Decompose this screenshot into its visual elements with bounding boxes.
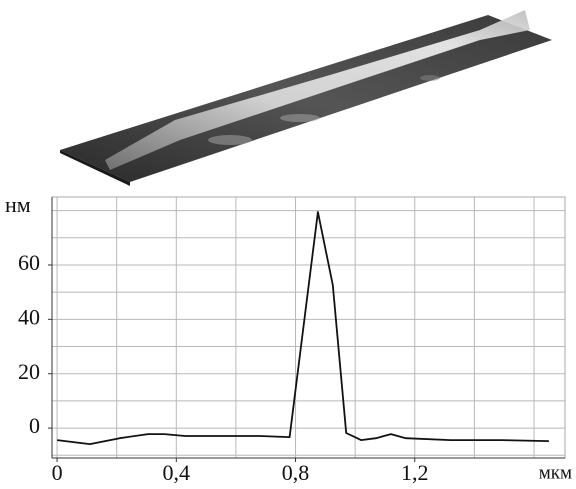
x-tick-label: 0,4 [163, 460, 191, 485]
x-tick-label: 0,8 [282, 460, 310, 485]
y-tick-label: 0 [29, 413, 40, 438]
y-tick-label: 60 [18, 250, 40, 275]
x-tick-label: 1,2 [401, 460, 429, 485]
data-line [56, 211, 549, 445]
afm-3d-image [60, 10, 552, 186]
x-tick-label: 0 [52, 460, 63, 485]
y-axis-label: нм [5, 192, 31, 217]
y-tick-label: 40 [18, 304, 40, 329]
plot-frame [51, 196, 566, 459]
y-tick-label: 20 [18, 359, 40, 384]
x-axis-label: мкм [539, 462, 572, 483]
chart: нм мкм 0 20 40 60 0 0,4 0,8 1,2 [5, 192, 572, 485]
